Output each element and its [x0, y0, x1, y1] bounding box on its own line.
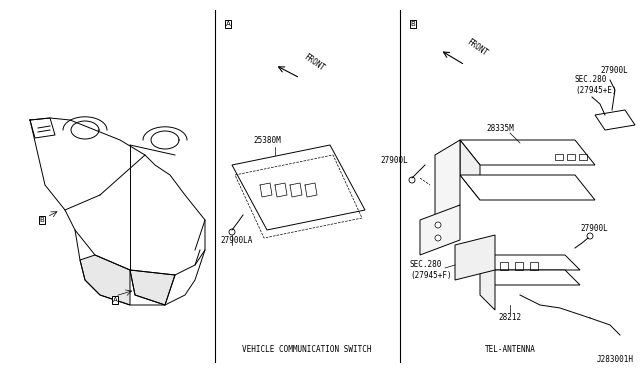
Text: FRONT: FRONT: [302, 53, 326, 73]
Text: B: B: [411, 21, 415, 27]
Text: 25380M: 25380M: [253, 135, 281, 144]
Polygon shape: [435, 140, 460, 220]
Text: A: A: [113, 297, 117, 303]
Polygon shape: [480, 255, 495, 310]
Bar: [530, 262, 538, 270]
Text: 27900LA: 27900LA: [220, 235, 252, 244]
Circle shape: [435, 235, 441, 241]
Circle shape: [409, 177, 415, 183]
Text: 27900L: 27900L: [600, 65, 628, 74]
Polygon shape: [80, 255, 130, 305]
Polygon shape: [420, 205, 460, 255]
Text: TEL-ANTENNA: TEL-ANTENNA: [484, 345, 536, 354]
Polygon shape: [480, 255, 580, 270]
Polygon shape: [460, 140, 595, 165]
Polygon shape: [480, 270, 580, 285]
Text: 27900L: 27900L: [380, 155, 408, 164]
Circle shape: [587, 233, 593, 239]
Text: 28335M: 28335M: [486, 124, 514, 132]
Text: FRONT: FRONT: [465, 38, 489, 58]
Polygon shape: [595, 110, 635, 130]
Text: A: A: [226, 21, 230, 27]
Bar: [515, 262, 523, 270]
Bar: [567, 154, 575, 160]
Text: VEHICLE COMMUNICATION SWITCH: VEHICLE COMMUNICATION SWITCH: [243, 345, 372, 354]
Text: J283001H: J283001H: [596, 355, 634, 364]
Bar: [500, 262, 508, 270]
Text: 28212: 28212: [499, 314, 522, 323]
Text: SEC.280
(27945+F): SEC.280 (27945+F): [410, 260, 452, 280]
Text: 27900L: 27900L: [580, 224, 608, 232]
Polygon shape: [130, 270, 175, 305]
Circle shape: [435, 222, 441, 228]
Bar: [555, 154, 563, 160]
Polygon shape: [232, 145, 365, 230]
Text: B: B: [40, 217, 44, 223]
Polygon shape: [460, 175, 595, 200]
Polygon shape: [460, 140, 480, 200]
Polygon shape: [455, 235, 495, 280]
Text: SEC.280
(27945+E): SEC.280 (27945+E): [575, 75, 616, 95]
Bar: [579, 154, 587, 160]
Circle shape: [229, 229, 235, 235]
